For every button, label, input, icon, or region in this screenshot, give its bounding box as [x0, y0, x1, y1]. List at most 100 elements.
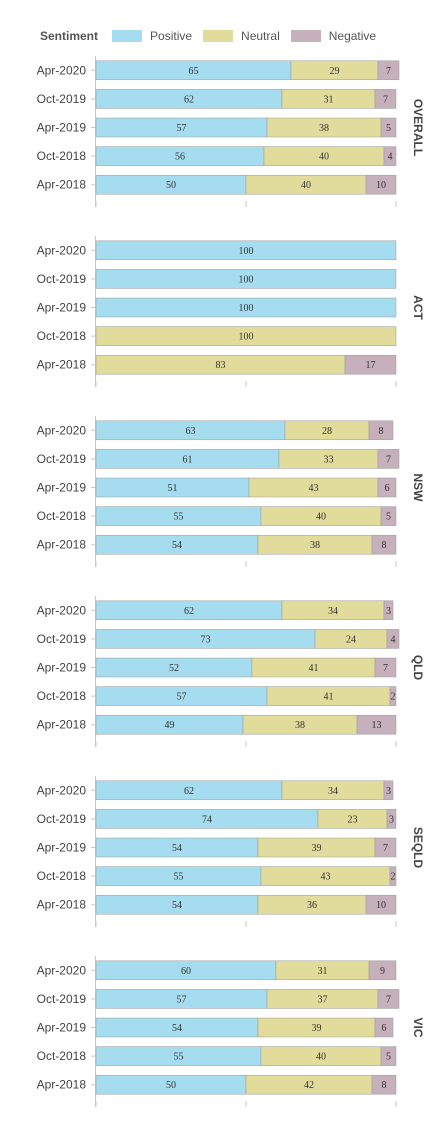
bar-negative-overall[interactable] — [365, 174, 397, 195]
bar-negative-seqld[interactable] — [389, 866, 397, 886]
value-label-positive: 100 — [239, 303, 254, 314]
value-label-positive: 50 — [166, 180, 176, 191]
bar-negative-nsw[interactable] — [380, 506, 397, 526]
value-label-negative: 5 — [386, 123, 391, 134]
value-label-negative: 2 — [391, 692, 396, 703]
value-label-neutral: 38 — [319, 123, 329, 134]
bar-negative-seqld[interactable] — [374, 837, 397, 858]
value-label-neutral: 41 — [324, 692, 334, 703]
category-label-seqld: Apr-2019 — [37, 841, 87, 855]
value-label-negative: 7 — [386, 66, 391, 77]
value-label-positive: 51 — [168, 483, 178, 494]
value-label-positive: 57 — [177, 692, 187, 703]
value-label-positive: 54 — [172, 900, 182, 911]
value-label-negative: 3 — [386, 786, 391, 797]
category-label-seqld: Oct-2018 — [37, 869, 87, 883]
bar-negative-qld[interactable] — [374, 657, 397, 678]
category-label-act: Apr-2018 — [37, 358, 87, 372]
value-label-neutral: 43 — [309, 483, 319, 494]
bar-negative-vic[interactable] — [380, 1046, 397, 1066]
bar-negative-overall[interactable] — [374, 89, 397, 109]
value-label-neutral: 28 — [322, 426, 332, 437]
value-label-negative: 8 — [379, 426, 384, 437]
value-label-neutral: 36 — [307, 900, 317, 911]
value-label-neutral: 38 — [295, 720, 305, 731]
bar-negative-qld[interactable] — [356, 714, 397, 735]
value-label-negative: 5 — [386, 512, 391, 523]
bar-negative-nsw[interactable] — [371, 534, 397, 555]
value-label-negative: 17 — [366, 360, 376, 371]
bar-negative-act[interactable] — [344, 354, 397, 375]
value-label-neutral: 42 — [304, 1080, 314, 1091]
bar-negative-overall[interactable] — [377, 60, 400, 81]
value-label-negative: 10 — [376, 180, 386, 191]
panel-title-qld: QLD — [411, 655, 425, 681]
value-label-positive: 63 — [186, 426, 196, 437]
bar-negative-qld[interactable] — [386, 629, 400, 649]
bar-negative-vic[interactable] — [374, 1017, 394, 1038]
bar-negative-nsw[interactable] — [377, 477, 397, 498]
bar-neutral-act[interactable] — [95, 326, 397, 346]
value-label-positive: 52 — [169, 663, 179, 674]
category-label-qld: Oct-2019 — [37, 632, 87, 646]
value-label-neutral: 40 — [316, 1052, 326, 1063]
bar-negative-vic[interactable] — [377, 989, 400, 1009]
panel-title-overall: OVERALL — [411, 99, 425, 156]
value-label-neutral: 23 — [348, 814, 358, 825]
category-label-vic: Oct-2018 — [37, 1049, 87, 1063]
bar-negative-seqld[interactable] — [386, 809, 397, 829]
value-label-neutral: 39 — [312, 1023, 322, 1034]
panel-title-nsw: NSW — [411, 474, 425, 503]
value-label-positive: 49 — [165, 720, 175, 731]
panel-title-act: ACT — [411, 295, 425, 320]
value-label-positive: 54 — [172, 843, 182, 854]
category-label-overall: Apr-2018 — [37, 178, 87, 192]
value-label-neutral: 40 — [301, 180, 311, 191]
value-label-negative: 7 — [383, 843, 388, 854]
bar-positive-act[interactable] — [95, 297, 397, 318]
bar-negative-seqld[interactable] — [383, 780, 394, 801]
bar-negative-qld[interactable] — [389, 686, 397, 706]
bar-negative-vic[interactable] — [368, 960, 397, 981]
value-label-positive: 73 — [201, 634, 211, 645]
value-label-neutral: 33 — [324, 454, 334, 465]
legend-item-negative[interactable]: Negative — [290, 29, 377, 43]
panel-title-seqld: SEQLD — [411, 827, 425, 869]
value-label-negative: 7 — [386, 994, 391, 1005]
value-label-negative: 9 — [380, 966, 385, 977]
value-label-positive: 55 — [174, 1052, 184, 1063]
legend-item-neutral[interactable]: Neutral — [203, 29, 280, 43]
bar-negative-overall[interactable] — [383, 146, 397, 166]
bar-negative-seqld[interactable] — [365, 894, 397, 915]
category-label-overall: Oct-2018 — [37, 149, 87, 163]
category-label-seqld: Oct-2019 — [37, 812, 87, 826]
value-label-neutral: 31 — [318, 966, 328, 977]
bar-positive-act[interactable] — [95, 269, 397, 289]
bar-negative-overall[interactable] — [380, 117, 397, 138]
value-label-negative: 6 — [382, 1023, 387, 1034]
category-label-overall: Apr-2020 — [37, 63, 87, 77]
bar-negative-qld[interactable] — [383, 600, 394, 621]
value-label-negative: 7 — [386, 454, 391, 465]
value-label-negative: 4 — [391, 634, 396, 645]
category-label-act: Apr-2020 — [37, 243, 87, 257]
legend-item-positive[interactable]: Positive — [112, 29, 192, 43]
value-label-negative: 3 — [386, 606, 391, 617]
value-label-negative: 7 — [383, 94, 388, 105]
bar-negative-vic[interactable] — [371, 1074, 397, 1095]
value-label-negative: 6 — [385, 483, 390, 494]
value-label-positive: 74 — [202, 814, 212, 825]
bar-negative-nsw[interactable] — [377, 449, 400, 469]
value-label-neutral: 40 — [316, 512, 326, 523]
category-label-nsw: Apr-2018 — [37, 538, 87, 552]
value-label-positive: 54 — [172, 540, 182, 551]
bar-negative-nsw[interactable] — [368, 420, 394, 441]
value-label-negative: 13 — [372, 720, 382, 731]
value-label-positive: 62 — [184, 94, 194, 105]
value-label-neutral: 39 — [312, 843, 322, 854]
value-label-neutral: 34 — [328, 786, 338, 797]
value-label-positive: 57 — [177, 123, 187, 134]
category-label-nsw: Apr-2020 — [37, 423, 87, 437]
bar-positive-act[interactable] — [95, 240, 397, 261]
legend-label-negative: Negative — [328, 29, 377, 43]
